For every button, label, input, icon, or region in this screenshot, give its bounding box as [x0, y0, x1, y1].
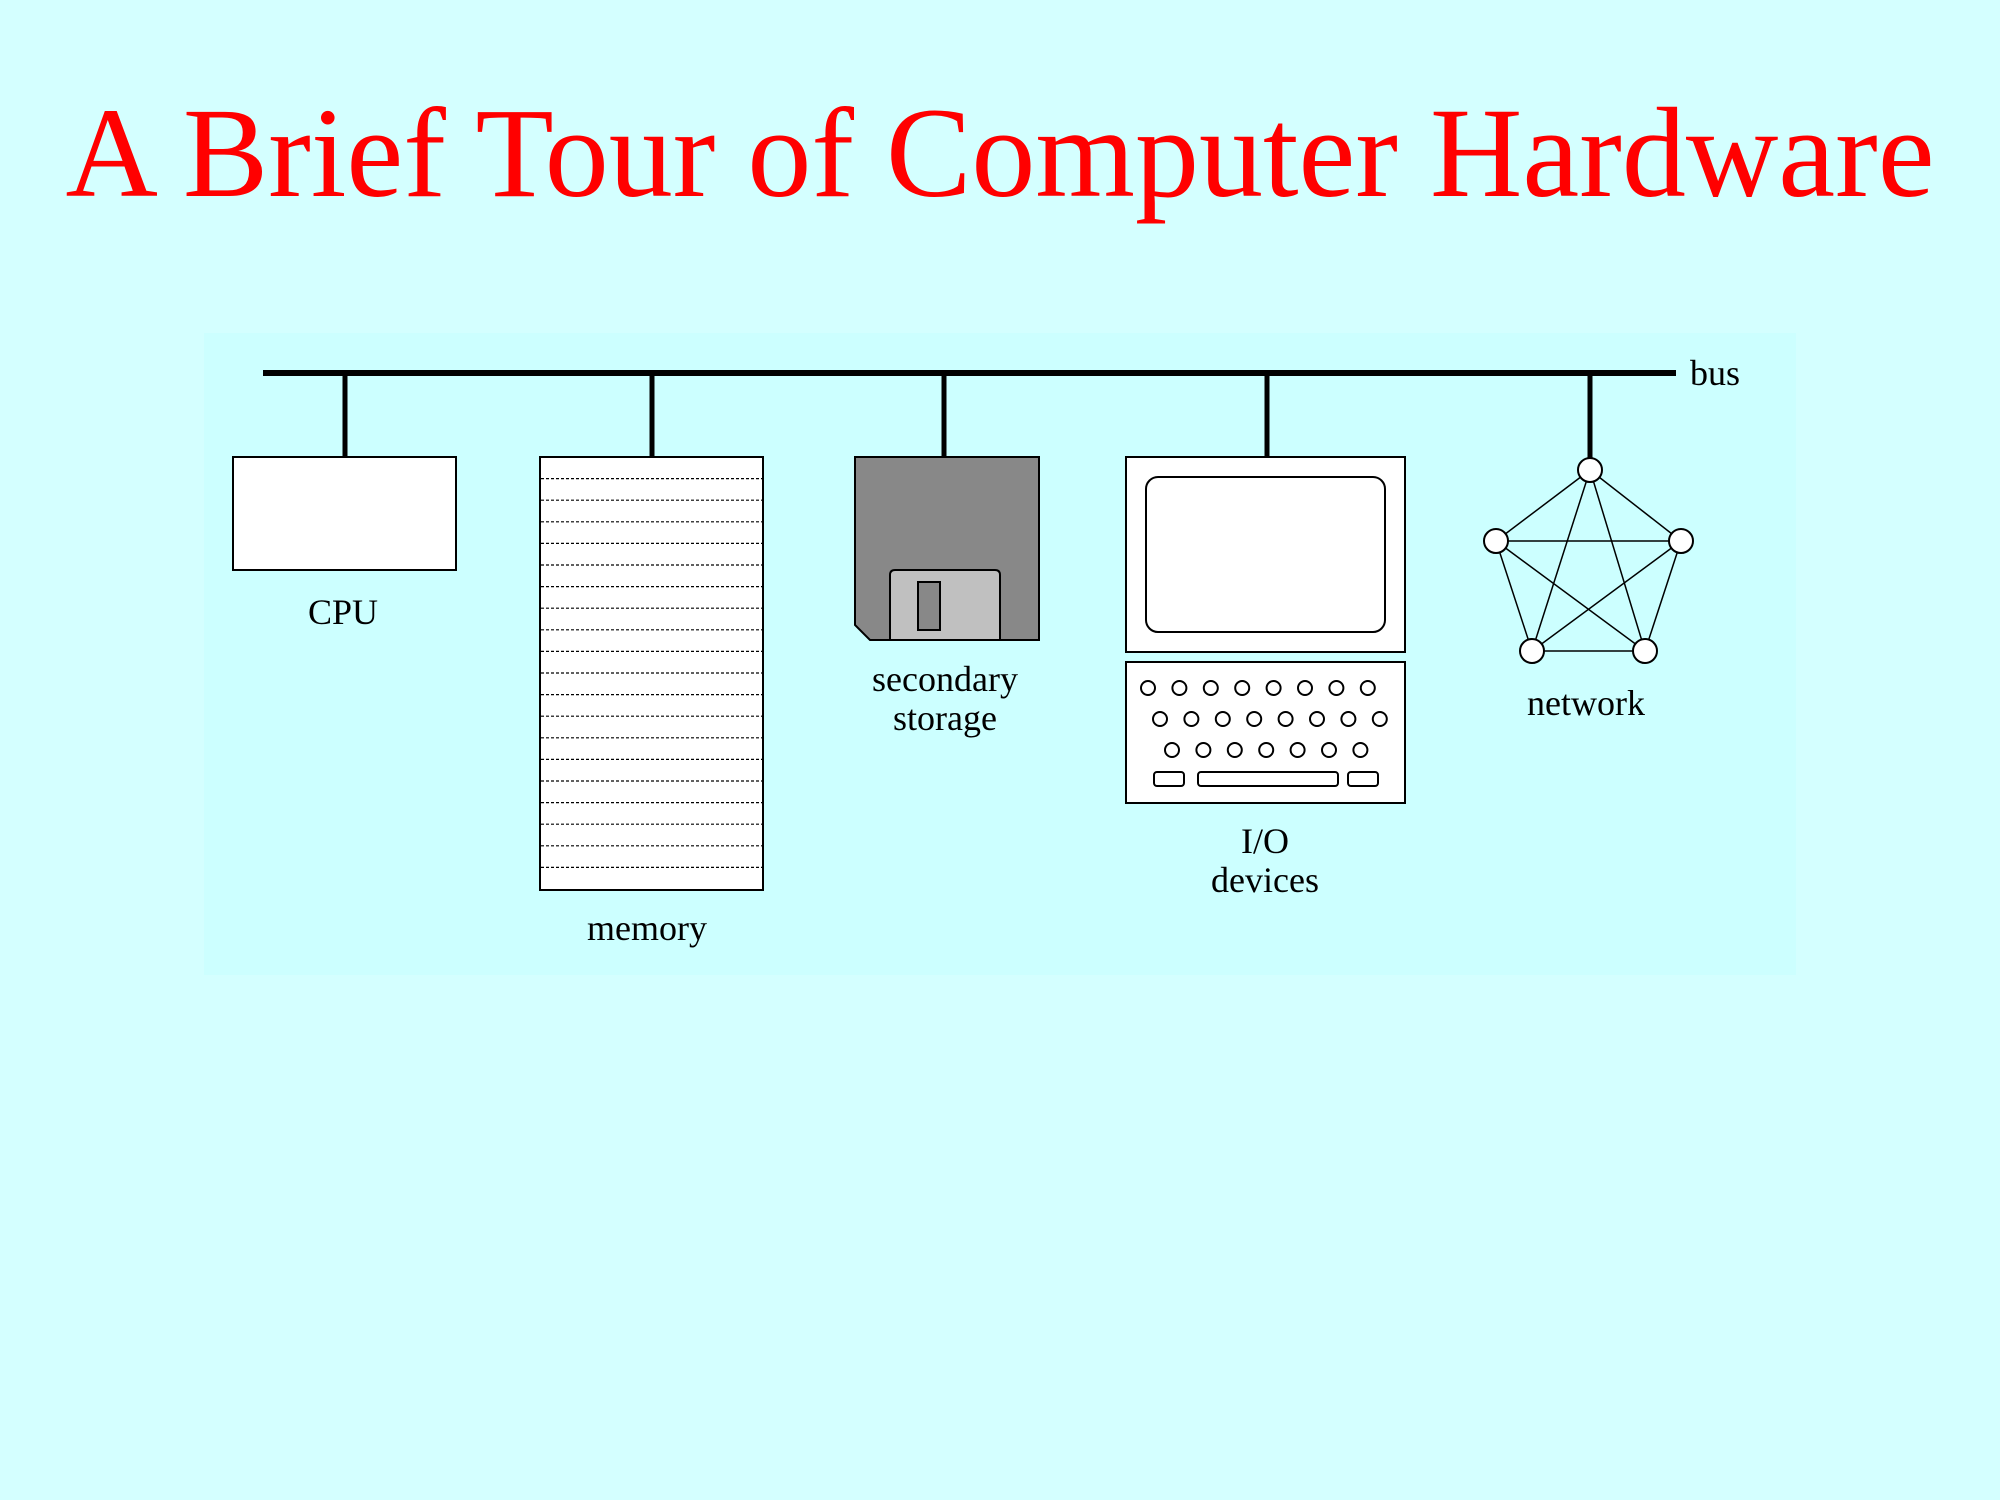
network-nodes [1483, 457, 1694, 664]
io-label-line2: devices [1211, 860, 1319, 900]
keyboard-spacebar [1197, 771, 1339, 787]
keyboard-key [1371, 711, 1388, 727]
keyboard-key [1152, 711, 1168, 727]
secondary-storage-component: secondary storage [854, 456, 1040, 738]
keyboard-key [1340, 711, 1357, 727]
network-component: network [1483, 457, 1694, 723]
network-link [1589, 469, 1682, 542]
memory-cells [541, 478, 762, 869]
cpu-component: CPU [232, 456, 457, 632]
keyboard-keys [1140, 680, 1388, 758]
network-link [1644, 540, 1682, 652]
network-label: network [1527, 683, 1645, 723]
keyboard-key [1202, 680, 1219, 696]
network-link [1531, 469, 1591, 652]
network-link [1495, 469, 1591, 542]
keyboard-key [1183, 711, 1200, 727]
network-node [1668, 528, 1694, 554]
network-link [1589, 469, 1646, 652]
storage-label-line2: storage [893, 698, 997, 738]
keyboard-key [1352, 742, 1369, 758]
io-label-line1: I/O [1241, 821, 1289, 861]
bus-label: bus [1690, 353, 1740, 393]
network-link [1495, 540, 1533, 652]
keyboard-key [1164, 742, 1180, 758]
keyboard-key [1195, 742, 1212, 758]
network-link [1531, 540, 1682, 652]
io-devices-component: I/O devices [1125, 456, 1406, 900]
diagram-panel [204, 333, 1796, 975]
network-node [1577, 457, 1603, 483]
memory-label: memory [587, 908, 707, 948]
cpu-label: CPU [308, 592, 378, 632]
monitor-screen-icon [1145, 476, 1386, 633]
keyboard-key [1246, 711, 1263, 727]
keyboard-key [1234, 680, 1251, 696]
keyboard-key [1226, 742, 1243, 758]
floppy-shutter-window [917, 581, 941, 631]
network-node [1519, 638, 1545, 664]
keyboard-key [1328, 680, 1345, 696]
network-node [1483, 528, 1509, 554]
slide-title: A Brief Tour of Computer Hardware [65, 82, 1935, 224]
storage-label-line1: secondary [872, 659, 1018, 699]
network-node [1632, 638, 1658, 664]
floppy-shutter [889, 569, 1001, 641]
bus: bus [263, 353, 1740, 462]
keyboard-key-right [1347, 771, 1379, 787]
keyboard-key [1321, 742, 1337, 758]
keyboard-key [1309, 711, 1325, 727]
memory-component: memory [539, 456, 764, 948]
network-link [1495, 540, 1646, 652]
keyboard-key [1265, 680, 1282, 696]
keyboard-key [1171, 680, 1188, 696]
keyboard-key [1297, 680, 1313, 696]
keyboard-key [1258, 742, 1275, 758]
keyboard-key [1140, 680, 1156, 696]
keyboard-key [1359, 680, 1376, 696]
keyboard-key [1289, 742, 1306, 758]
keyboard-key [1277, 711, 1294, 727]
keyboard-key [1214, 711, 1231, 727]
cpu-box [232, 456, 457, 571]
network-edges [1495, 469, 1682, 652]
keyboard-key-left [1153, 771, 1185, 787]
